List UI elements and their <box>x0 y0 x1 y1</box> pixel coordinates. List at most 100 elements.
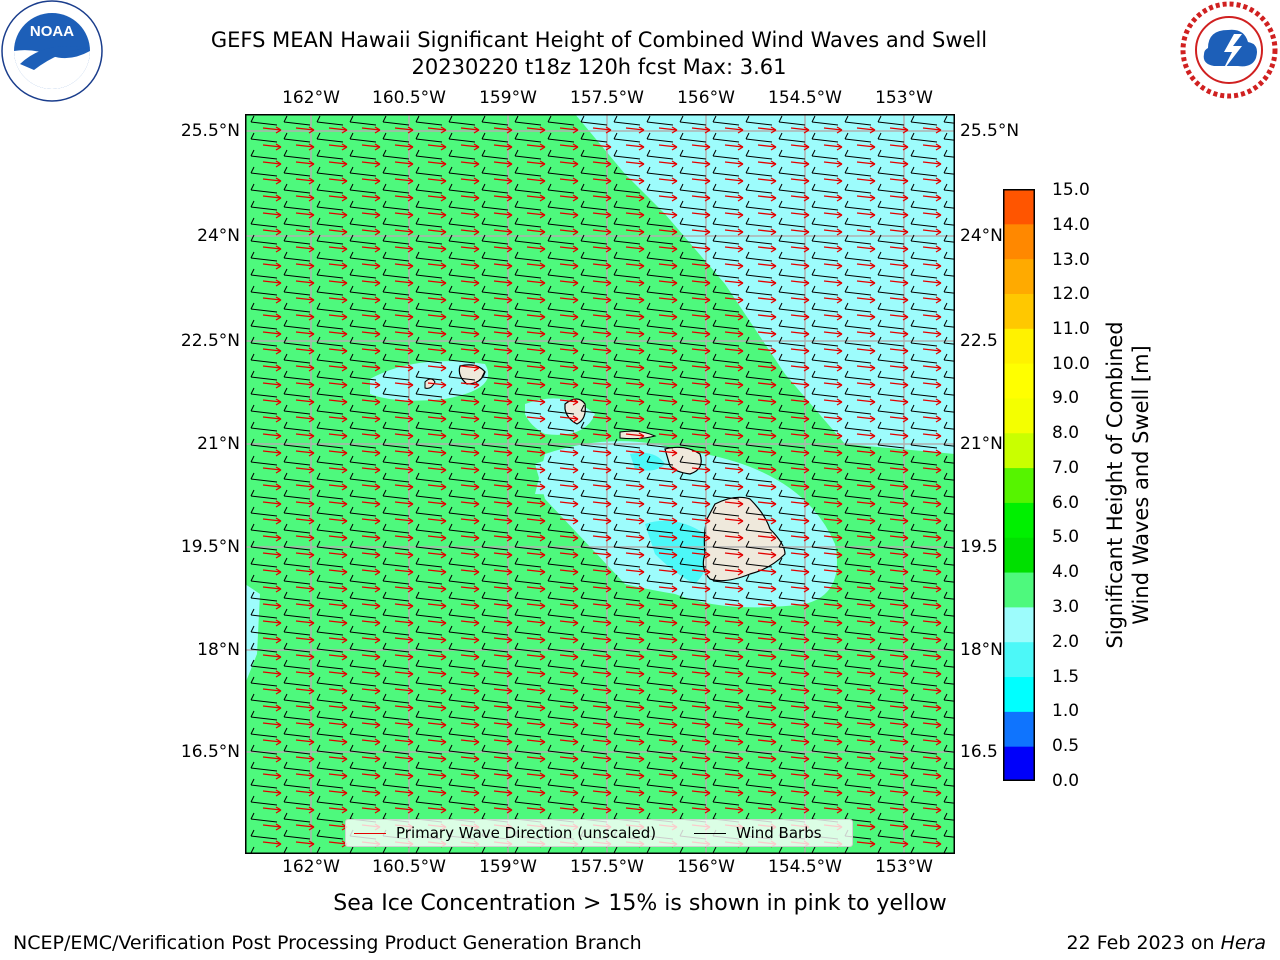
wind-barb <box>250 132 278 143</box>
wind-barb <box>745 557 773 568</box>
wind-barb <box>778 421 806 432</box>
wind-barb <box>283 438 311 449</box>
wind-barb <box>547 251 575 262</box>
wind-barb <box>910 438 938 449</box>
lon-tick-top: 153°W <box>875 88 933 108</box>
wave-direction-arrow <box>559 602 579 610</box>
wind-barb <box>382 268 410 279</box>
wave-direction-arrow <box>625 279 645 287</box>
wind-barb <box>613 438 641 449</box>
legend-wave-direction-label: Primary Wave Direction (unscaled) <box>396 824 657 842</box>
wind-barb <box>415 234 443 245</box>
wave-direction-arrow <box>691 194 711 202</box>
wind-barb <box>679 438 707 449</box>
wave-direction-arrow <box>889 636 909 644</box>
wind-barb <box>481 523 509 534</box>
wave-direction-arrow <box>493 704 513 712</box>
wave-direction-arrow <box>922 670 942 678</box>
wind-barb <box>943 727 955 736</box>
wind-barb <box>646 642 674 653</box>
wind-barb <box>415 132 443 143</box>
wind-barb <box>613 149 641 160</box>
wave-direction-arrow <box>295 755 315 763</box>
wave-direction-arrow <box>757 789 777 797</box>
wind-barb <box>448 404 476 415</box>
wave-direction-arrow <box>856 330 876 338</box>
wave-direction-arrow <box>658 364 678 372</box>
wave-direction-arrow <box>658 636 678 644</box>
wind-barb <box>448 285 476 296</box>
wave-direction-arrow <box>625 500 645 508</box>
wave-direction-arrow <box>790 806 810 814</box>
wave-direction-arrow <box>328 755 348 763</box>
wave-direction-arrow <box>658 585 678 593</box>
wind-barb <box>910 455 938 466</box>
wind-barb <box>382 149 410 160</box>
wind-barb <box>382 642 410 653</box>
wave-direction-arrow <box>493 466 513 474</box>
wave-direction-arrow <box>592 483 612 491</box>
wave-direction-arrow <box>526 704 546 712</box>
wind-barb <box>283 421 311 432</box>
wind-barb <box>613 557 641 568</box>
wind-barb <box>481 149 509 160</box>
wind-barb <box>547 200 575 211</box>
wave-direction-arrow <box>361 347 381 355</box>
wind-barb <box>910 251 938 262</box>
wind-barb <box>712 557 740 568</box>
wave-direction-arrow <box>394 619 414 627</box>
wave-direction-arrow <box>658 279 678 287</box>
wind-barb <box>481 217 509 228</box>
wave-direction-arrow <box>328 602 348 610</box>
wind-barb <box>943 761 955 770</box>
wind-barb <box>547 370 575 381</box>
wave-direction-arrow <box>493 194 513 202</box>
wave-direction-arrow <box>493 347 513 355</box>
wave-direction-arrow <box>922 568 942 576</box>
wave-direction-arrow <box>427 551 447 559</box>
wave-direction-arrow <box>526 602 546 610</box>
wave-direction-arrow <box>922 772 942 780</box>
wave-direction-arrow <box>295 313 315 321</box>
wind-barb <box>481 183 509 194</box>
wind-barb <box>877 404 905 415</box>
wind-barb <box>679 455 707 466</box>
wind-barb <box>613 472 641 483</box>
wind-barb <box>778 285 806 296</box>
wind-barb <box>580 540 608 551</box>
wind-barb <box>844 302 872 313</box>
wind-barb <box>811 234 839 245</box>
wave-direction-arrow <box>922 143 942 151</box>
wind-barb <box>481 557 509 568</box>
wave-direction-arrow <box>757 483 777 491</box>
wind-barb <box>349 200 377 211</box>
wind-barb <box>250 319 278 330</box>
wave-direction-arrow <box>757 517 777 525</box>
wave-direction-arrow <box>823 704 843 712</box>
wind-barb <box>349 710 377 721</box>
wind-barb <box>712 608 740 619</box>
colorbar-segment <box>1003 711 1035 747</box>
wave-direction-arrow <box>394 585 414 593</box>
wave-direction-arrow <box>922 228 942 236</box>
wave-direction-arrow <box>559 160 579 168</box>
wave-direction-arrow <box>724 585 744 593</box>
wave-direction-arrow <box>790 160 810 168</box>
wave-direction-arrow <box>559 194 579 202</box>
wind-barb <box>910 557 938 568</box>
wind-barb <box>316 506 344 517</box>
wave-direction-arrow <box>262 483 282 491</box>
wind-barb <box>679 472 707 483</box>
wind-barb <box>679 319 707 330</box>
colorbar-segment <box>1003 293 1035 329</box>
wind-barb <box>415 251 443 262</box>
wind-barb <box>316 455 344 466</box>
wave-direction-arrow <box>922 381 942 389</box>
wind-barb <box>448 540 476 551</box>
wind-barb <box>778 268 806 279</box>
wind-barb <box>745 404 773 415</box>
wind-barb <box>349 336 377 347</box>
wave-direction-arrow <box>625 704 645 712</box>
wave-direction-arrow <box>493 551 513 559</box>
wind-barb <box>844 149 872 160</box>
